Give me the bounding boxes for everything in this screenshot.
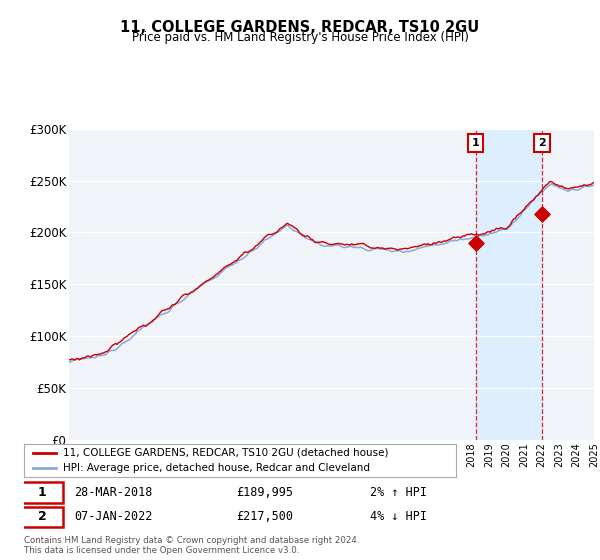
- Text: 2: 2: [538, 138, 546, 148]
- Text: 11, COLLEGE GARDENS, REDCAR, TS10 2GU (detached house): 11, COLLEGE GARDENS, REDCAR, TS10 2GU (d…: [63, 447, 388, 458]
- Text: Contains HM Land Registry data © Crown copyright and database right 2024.: Contains HM Land Registry data © Crown c…: [24, 536, 359, 545]
- Text: 07-JAN-2022: 07-JAN-2022: [74, 510, 152, 524]
- Point: [537, 210, 547, 219]
- Text: This data is licensed under the Open Government Licence v3.0.: This data is licensed under the Open Gov…: [24, 546, 299, 555]
- FancyBboxPatch shape: [21, 507, 63, 527]
- Text: £189,995: £189,995: [236, 486, 293, 499]
- Text: HPI: Average price, detached house, Redcar and Cleveland: HPI: Average price, detached house, Redc…: [63, 463, 370, 473]
- Text: 4% ↓ HPI: 4% ↓ HPI: [370, 510, 427, 524]
- Text: 2: 2: [38, 510, 47, 524]
- Bar: [476, 129, 542, 440]
- Text: 11, COLLEGE GARDENS, REDCAR, TS10 2GU: 11, COLLEGE GARDENS, REDCAR, TS10 2GU: [121, 20, 479, 35]
- Text: 1: 1: [38, 486, 47, 499]
- Point: [471, 239, 481, 248]
- Text: 28-MAR-2018: 28-MAR-2018: [74, 486, 152, 499]
- Text: 1: 1: [472, 138, 479, 148]
- Text: 2% ↑ HPI: 2% ↑ HPI: [370, 486, 427, 499]
- Text: £217,500: £217,500: [236, 510, 293, 524]
- Text: Price paid vs. HM Land Registry's House Price Index (HPI): Price paid vs. HM Land Registry's House …: [131, 31, 469, 44]
- FancyBboxPatch shape: [21, 482, 63, 502]
